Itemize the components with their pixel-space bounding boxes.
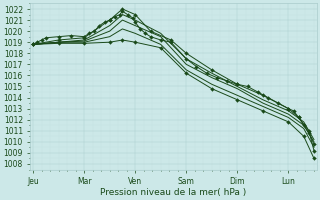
X-axis label: Pression niveau de la mer( hPa ): Pression niveau de la mer( hPa ): [100, 188, 247, 197]
